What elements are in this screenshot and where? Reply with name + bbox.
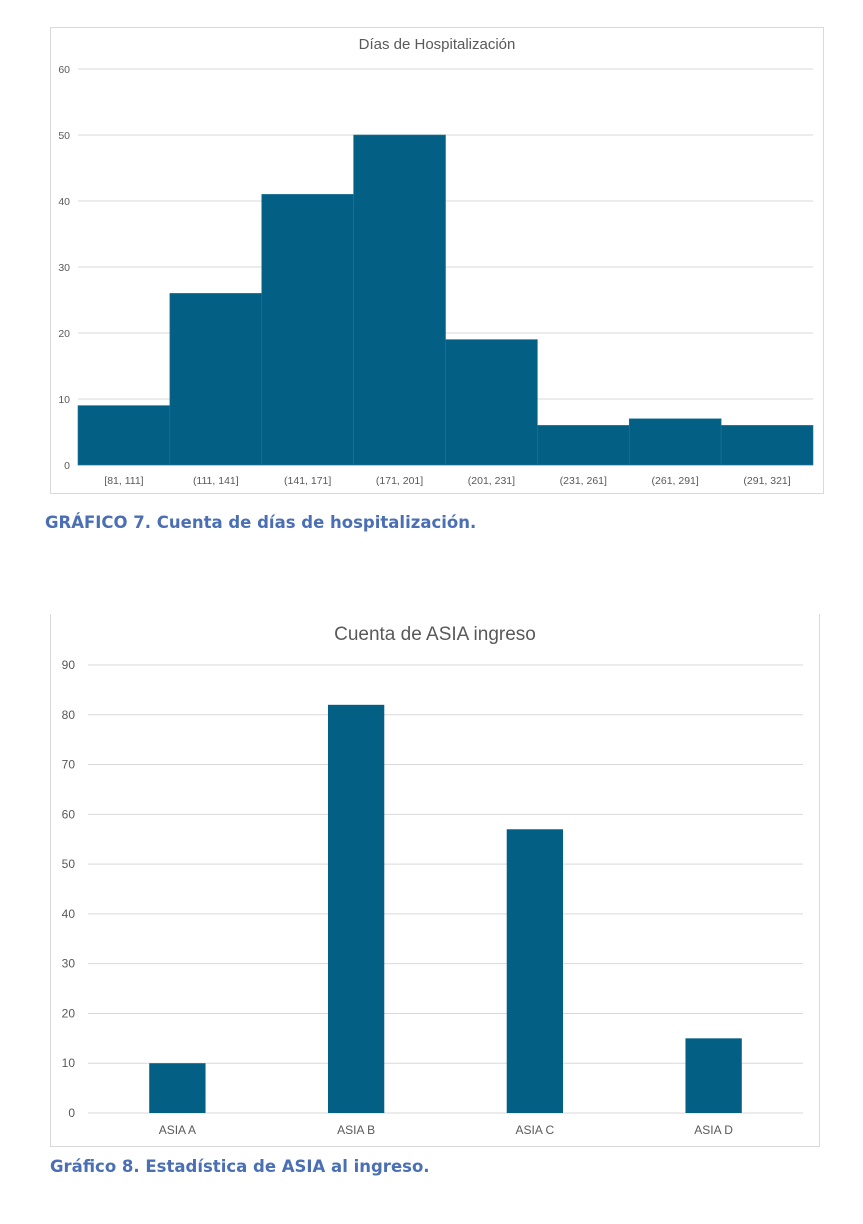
x-tick-label: (231, 261]	[560, 475, 607, 487]
data-bar	[327, 704, 385, 1113]
y-tick-label: 80	[62, 708, 76, 722]
data-bar	[261, 194, 354, 466]
x-tick-label: [81, 111]	[104, 475, 143, 487]
x-tick-label: (291, 321]	[743, 475, 790, 487]
y-tick-label: 0	[68, 1106, 75, 1120]
y-tick-label: 40	[58, 196, 70, 208]
y-tick-label: 60	[62, 807, 76, 821]
y-tick-label: 50	[62, 857, 76, 871]
x-tick-label: ASIA C	[516, 1123, 555, 1137]
x-tick-label: (201, 231]	[468, 475, 515, 487]
chart-title: Cuenta de ASIA ingreso	[334, 624, 536, 645]
data-bar	[77, 405, 171, 466]
figure-caption: GRÁFICO 7. Cuenta de días de hospitaliza…	[45, 513, 477, 532]
y-tick-label: 0	[64, 460, 70, 472]
data-bar	[169, 293, 263, 466]
x-tick-label: (171, 201]	[376, 475, 423, 487]
y-tick-label: 10	[58, 394, 70, 406]
x-tick-label: (261, 291]	[652, 475, 699, 487]
data-bar	[537, 425, 630, 466]
y-tick-label: 90	[62, 658, 76, 672]
data-bar	[685, 1038, 742, 1113]
data-bar	[720, 425, 814, 466]
figure-caption: Gráfico 8. Estadística de ASIA al ingres…	[50, 1157, 430, 1176]
hospitalization-days-chart: Días de Hospitalización 0 10 20 30 40 50 60 [81…	[50, 27, 824, 494]
chart-plot-area: 0 10 20 30 40 50 60 [81, 111] (111, 141] (141, 17…	[58, 64, 814, 487]
asia-admission-chart: Cuenta de ASIA ingreso 0 10 20 30 40 50 60 70 80…	[50, 614, 820, 1147]
data-bar	[628, 418, 722, 466]
y-tick-label: 70	[62, 758, 76, 772]
chart-title: Días de Hospitalización	[358, 36, 516, 53]
data-bar	[149, 1063, 206, 1113]
x-tick-label: (141, 171]	[284, 475, 331, 487]
data-bar	[506, 829, 564, 1113]
y-tick-label: 20	[58, 328, 70, 340]
y-tick-label: 40	[62, 907, 76, 921]
y-tick-label: 20	[62, 1006, 76, 1020]
x-tick-label: (111, 141]	[193, 475, 239, 487]
x-tick-label: ASIA D	[694, 1123, 733, 1137]
x-tick-label: ASIA A	[159, 1123, 196, 1137]
y-tick-label: 60	[58, 64, 70, 76]
x-tick-label: ASIA B	[337, 1123, 375, 1137]
y-tick-label: 50	[58, 130, 70, 142]
data-bar	[353, 134, 446, 466]
chart-plot-area: 0 10 20 30 40 50 60 70 80 90 ASIA A ASIA B ASIA C ASI…	[62, 658, 803, 1137]
y-tick-label: 30	[62, 957, 76, 971]
y-tick-label: 30	[58, 262, 70, 274]
y-tick-label: 10	[62, 1056, 76, 1070]
data-bar	[445, 339, 538, 466]
